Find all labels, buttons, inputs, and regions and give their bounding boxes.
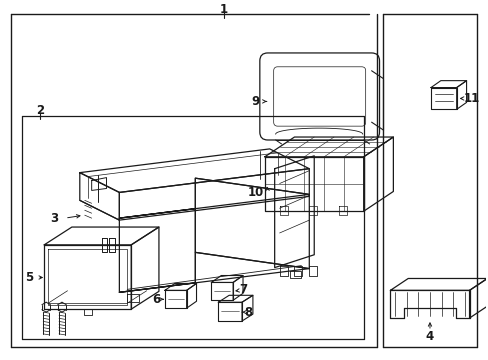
Text: 8: 8 [244, 306, 252, 319]
Text: 7: 7 [239, 283, 246, 296]
Text: 2: 2 [36, 104, 44, 117]
Text: 9: 9 [251, 95, 260, 108]
Text: 11: 11 [463, 92, 479, 105]
Text: 5: 5 [25, 271, 33, 284]
Text: 4: 4 [425, 330, 433, 343]
Text: 1: 1 [220, 3, 228, 16]
Text: 10: 10 [247, 186, 264, 199]
Text: 6: 6 [152, 293, 160, 306]
Text: 3: 3 [50, 212, 58, 225]
